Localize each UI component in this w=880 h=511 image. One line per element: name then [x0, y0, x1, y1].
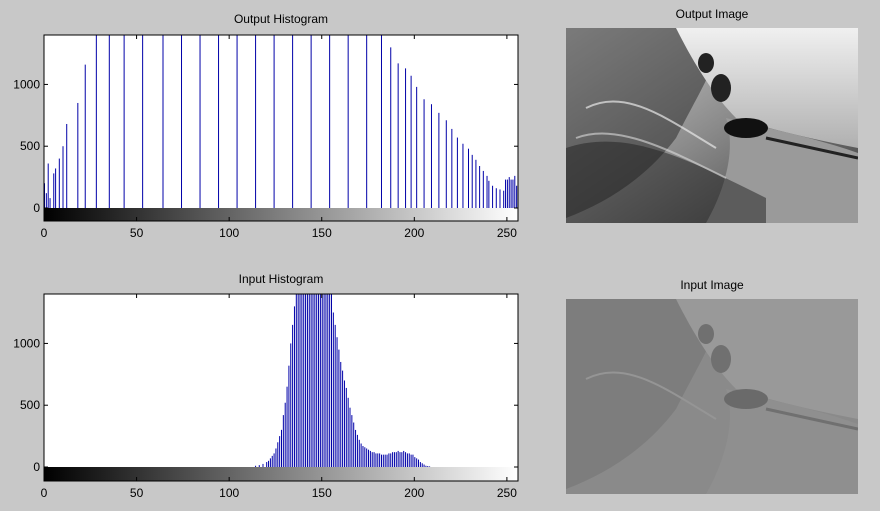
- x-tick-label: 250: [497, 486, 517, 500]
- grayscale-colorbar: [44, 208, 518, 221]
- y-tick-label: 500: [20, 139, 40, 153]
- y-tick-label: 1000: [13, 77, 40, 91]
- x-tick-label: 200: [404, 486, 424, 500]
- x-tick-label: 250: [497, 226, 517, 240]
- y-tick-label: 500: [20, 398, 40, 412]
- x-tick-label: 0: [41, 486, 48, 500]
- x-tick-label: 150: [312, 226, 332, 240]
- output-image: [566, 28, 858, 223]
- output-image-title: Output Image: [675, 7, 749, 21]
- grayscale-colorbar: [44, 467, 518, 481]
- input-image-title: Input Image: [680, 278, 744, 292]
- x-tick-label: 50: [130, 226, 144, 240]
- x-tick-label: 0: [41, 226, 48, 240]
- x-tick-label: 200: [404, 226, 424, 240]
- axes-frame: [43, 293, 519, 482]
- input-histogram-title: Input Histogram: [238, 272, 324, 286]
- output-landscape-picture: [566, 28, 858, 223]
- x-tick-label: 100: [219, 486, 239, 500]
- x-tick-label: 150: [312, 486, 332, 500]
- axes-frame: [43, 34, 519, 222]
- input-image: [566, 299, 858, 494]
- input-landscape-picture: [566, 299, 858, 494]
- y-tick-label: 0: [33, 201, 40, 215]
- x-tick-label: 100: [219, 226, 239, 240]
- y-tick-label: 1000: [13, 336, 40, 350]
- y-tick-label: 0: [33, 460, 40, 474]
- output-histogram-title: Output Histogram: [233, 12, 329, 26]
- x-tick-label: 50: [130, 486, 144, 500]
